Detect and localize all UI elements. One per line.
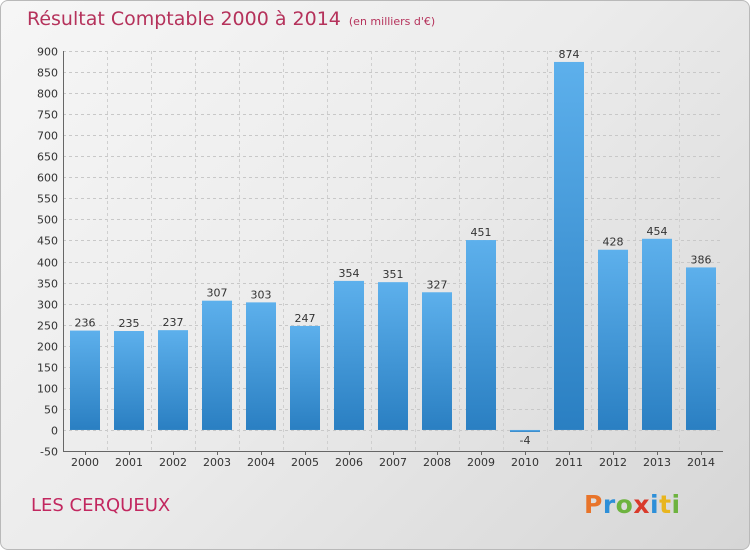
y-tick-label: -50 <box>40 446 58 459</box>
x-tick-label: 2003 <box>203 456 231 469</box>
chart-title-text: Résultat Comptable 2000 à 2014 <box>27 8 341 30</box>
y-tick-label: 450 <box>37 235 58 248</box>
y-tick-label: 900 <box>37 46 58 59</box>
data-label: 237 <box>163 316 184 329</box>
data-label: 235 <box>119 317 140 330</box>
y-tick-label: 200 <box>37 341 58 354</box>
x-tick-label: 2012 <box>599 456 627 469</box>
data-label: 451 <box>471 226 492 239</box>
bar-2013 <box>642 238 672 430</box>
y-tick-label: 800 <box>37 88 58 101</box>
bar-2010 <box>510 429 540 432</box>
y-tick-label: 300 <box>37 299 58 312</box>
y-tick-label: 0 <box>51 425 58 438</box>
y-tick-label: 500 <box>37 214 58 227</box>
x-tick-label: 2011 <box>555 456 583 469</box>
bar-2011 <box>554 61 584 430</box>
bar-2002 <box>158 330 188 430</box>
data-label: 386 <box>691 253 712 266</box>
y-tick-label: 100 <box>37 383 58 396</box>
x-tick-label: 2013 <box>643 456 671 469</box>
data-label: 354 <box>339 267 360 280</box>
x-tick-label: 2010 <box>511 456 539 469</box>
bar-2006 <box>334 280 364 430</box>
y-tick-label: 850 <box>37 67 58 80</box>
chart-title: Résultat Comptable 2000 à 2014 (en millie… <box>27 8 435 30</box>
y-tick-label: 350 <box>37 278 58 291</box>
x-tick-label: 2004 <box>247 456 275 469</box>
proxiti-logo[interactable]: Proxiti <box>584 490 681 519</box>
x-tick-label: 2006 <box>335 456 363 469</box>
chart-subtitle: (en milliers d'€) <box>348 15 436 28</box>
bars: 236 235 237 307 303 247 354 351 327 451 -4 874 428 45… <box>70 48 716 447</box>
y-tick-label: 550 <box>37 193 58 206</box>
data-label: 454 <box>647 225 668 238</box>
y-tick-label: 750 <box>37 109 58 122</box>
x-tick-label: 2008 <box>423 456 451 469</box>
x-tick-label: 2000 <box>71 456 99 469</box>
bar-2012 <box>598 249 628 430</box>
x-tick-label: 2014 <box>687 456 715 469</box>
axes: -50 0 50 100 150 200 250 300 350 400 450 500 550 600 6… <box>37 46 723 469</box>
y-tick-label: 50 <box>44 404 58 417</box>
y-tick-label: 600 <box>37 172 58 185</box>
y-tick-label: 650 <box>37 151 58 164</box>
data-label: 236 <box>75 317 96 330</box>
y-tick-label: 400 <box>37 257 58 270</box>
data-label: 247 <box>295 312 316 325</box>
data-label: -4 <box>520 434 531 447</box>
bar-2009 <box>466 240 496 430</box>
data-label: 307 <box>207 287 228 300</box>
x-tick-label: 2002 <box>159 456 187 469</box>
data-label: 428 <box>603 236 624 249</box>
bar-2001 <box>114 331 144 430</box>
y-tick-label: 250 <box>37 320 58 333</box>
bar-2014 <box>686 267 716 430</box>
bar-2003 <box>202 300 232 430</box>
commune-name: LES CERQUEUX <box>31 495 171 516</box>
x-tick-label: 2007 <box>379 456 407 469</box>
data-label: 874 <box>559 48 580 61</box>
bar-2000 <box>70 330 100 430</box>
x-tick-label: 2001 <box>115 456 143 469</box>
data-label: 351 <box>383 268 404 281</box>
bar-2005 <box>290 325 320 430</box>
bar-2004 <box>246 302 276 430</box>
bar-2008 <box>422 292 452 430</box>
x-tick-label: 2009 <box>467 456 495 469</box>
data-label: 327 <box>427 278 448 291</box>
x-tick-label: 2005 <box>291 456 319 469</box>
y-tick-label: 700 <box>37 130 58 143</box>
data-label: 303 <box>251 288 272 301</box>
bar-2007 <box>378 282 408 430</box>
y-tick-label: 150 <box>37 362 58 375</box>
